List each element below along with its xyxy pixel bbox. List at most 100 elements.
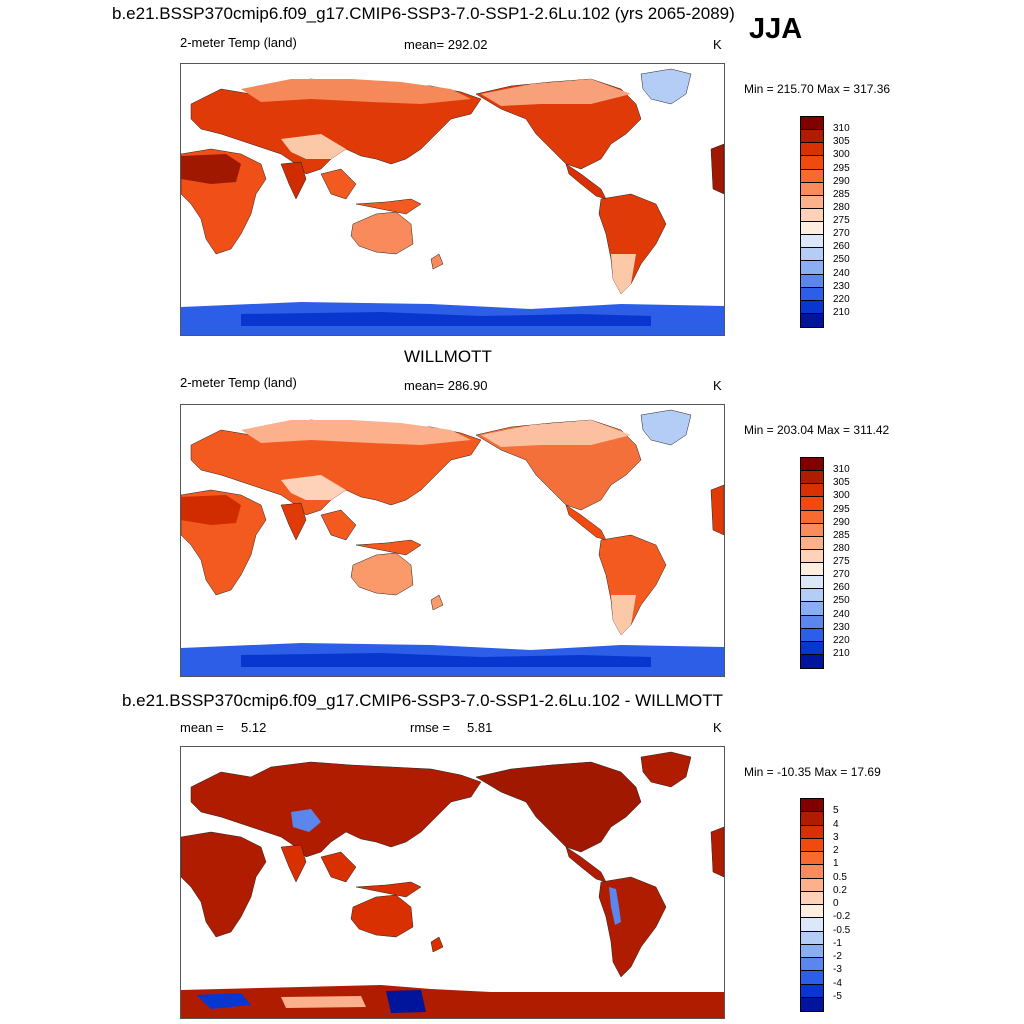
colorbar-tick-label: 280 [833,201,850,213]
panel2-sahara [181,495,241,525]
panel3-antarctica-negative-1 [196,993,251,1009]
panel1-variable: 2-meter Temp (land) [180,35,297,50]
colorbar-tick-label: -0.2 [833,911,851,923]
panel2-australia [350,552,414,596]
panel2-centralamerica [565,504,607,541]
panel2-variable: 2-meter Temp (land) [180,375,297,390]
panel1-canada [481,79,631,106]
colorbar-tick-label: 275 [833,215,850,226]
panel2-units: K [713,378,722,393]
colorbar-tick-label: 210 [833,306,850,318]
colorbar-tick-label: 3 [833,831,839,843]
panel3-northamerica [475,761,642,853]
colorbar-tick-label: 280 [833,542,850,554]
colorbar-tick-label: -2 [833,951,842,962]
panel3-tibet-negative [291,809,321,832]
panel1-units: K [713,37,722,52]
colorbar-tick-label: 230 [833,621,850,633]
colorbar-tick-label: 310 [833,123,850,135]
panel1-tibet [281,134,346,159]
panel1-centralamerica [565,163,607,200]
panel2-patagonia [611,595,636,635]
panel3-units: K [713,720,722,735]
panel2-siberia [241,420,471,445]
panel2-mean: mean= 286.90 [404,378,488,393]
panel2-map [180,404,725,677]
panel2-canada [481,420,631,447]
colorbar-tick-label: 230 [833,280,850,292]
panel1-siberia [241,79,471,104]
colorbar-tick-label: 275 [833,556,850,567]
colorbar-tick-label: 285 [833,188,850,200]
colorbar-tick-label: 2 [833,845,839,856]
panel3-indonesia [355,881,422,898]
panel2-seasia [320,509,357,541]
panel3-map-svg [181,751,724,1018]
panel2-min-max: Min = 203.04 Max = 311.42 [744,423,890,437]
colorbar-tick-label: -0.5 [833,924,851,936]
panel2-newzealand [430,594,444,611]
colorbar-tick-label: 260 [833,582,850,594]
panel1-map-svg [181,68,724,335]
colorbar-tick-label: 220 [833,634,850,646]
panel3-seasia [320,851,357,883]
panel1-patagonia [611,254,636,294]
panel3-eurasia [190,761,482,858]
panel3-min-max: Min = -10.35 Max = 17.69 [744,765,881,779]
panel1-colorbar [800,116,824,328]
panel3-antarctica-neutral [281,996,366,1008]
colorbar-tick-label: 210 [833,647,850,659]
panel3-centralamerica [565,846,607,883]
panel2-antarctica-interior [241,653,651,667]
colorbar-tick-label: 290 [833,516,850,528]
colorbar-tick-label: 250 [833,254,850,266]
colorbar-tick-label: 300 [833,490,850,502]
panel2-colorbar [800,457,824,669]
panel1-australia [350,211,414,255]
panel1-indonesia [355,198,422,215]
colorbar-tick-label: 270 [833,228,850,240]
panel2-greenland [640,409,692,446]
panel2-india [280,502,307,541]
panel1-sahara [181,154,241,184]
colorbar-tick-label: 295 [833,503,850,515]
colorbar-tick-label: 4 [833,818,839,830]
colorbar-tick-label: 260 [833,241,850,253]
panel3-rmse-value: 5.81 [467,720,493,735]
colorbar-tick-label: 1 [833,858,839,870]
colorbar-tick-label: 0.2 [833,884,847,896]
colorbar-tick-label: 295 [833,162,850,174]
colorbar-tick-label: 305 [833,136,850,148]
panel3-india [280,844,307,883]
panel2-tibet [281,475,346,500]
panel1-title: b.e21.BSSP370cmip6.f09_g17.CMIP6-SSP3-7.… [112,4,735,23]
colorbar-tick-label: 250 [833,595,850,607]
panel3-southamerica [598,876,667,978]
panel1-greenland [640,68,692,105]
panel3-mean-label: mean = [180,720,224,735]
panel3-africa [181,831,267,938]
colorbar-tick-label: 220 [833,293,850,305]
colorbar-tick-label: 5 [833,805,839,817]
colorbar-tick-label: 270 [833,569,850,581]
panel1-map [180,63,725,336]
colorbar-tick-label: 285 [833,529,850,541]
panel2-africa-east [710,484,724,536]
season-label: JJA [749,13,803,45]
colorbar-tick-label: 240 [833,267,850,279]
panel2-indonesia [355,539,422,556]
panel2-map-svg [181,409,724,676]
panel3-title: b.e21.BSSP370cmip6.f09_g17.CMIP6-SSP3-7.… [122,691,723,710]
panel1-india [280,161,307,200]
colorbar-tick-label: 240 [833,608,850,620]
panel3-map [180,746,725,1019]
panel2-title: WILLMOTT [404,347,492,366]
panel3-newzealand [430,936,444,953]
colorbar-tick-label: 0.5 [833,871,847,883]
colorbar-tick-label: -3 [833,964,842,976]
panel3-mean-value: 5.12 [241,720,267,735]
panel1-africa-east [710,143,724,195]
panel3-antarctica-negative-2 [386,990,426,1013]
panel3-rmse-label: rmse = [410,720,451,735]
panel3-andes-negative [609,887,621,925]
